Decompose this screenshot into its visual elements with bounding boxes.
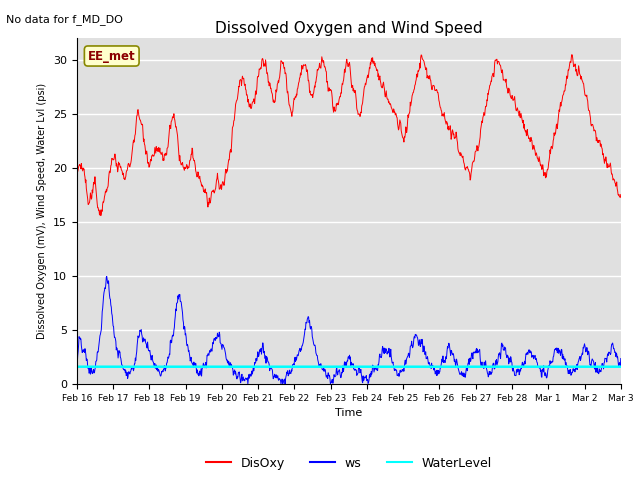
DisOxy bbox=[371, 62, 378, 68]
ws bbox=[257, 346, 265, 351]
WaterLevel bbox=[359, 364, 367, 370]
DisOxy bbox=[145, 164, 153, 170]
ws bbox=[371, 365, 379, 371]
Line: DisOxy: DisOxy bbox=[77, 55, 621, 216]
ws bbox=[165, 354, 173, 360]
DisOxy bbox=[568, 52, 575, 58]
ws bbox=[145, 348, 153, 354]
ws bbox=[310, 341, 317, 347]
Text: EE_met: EE_met bbox=[88, 49, 136, 62]
ws bbox=[244, 381, 252, 387]
ws bbox=[73, 365, 81, 371]
DisOxy bbox=[73, 170, 81, 176]
WaterLevel bbox=[309, 364, 317, 370]
ws bbox=[617, 356, 625, 361]
Text: No data for f_MD_DO: No data for f_MD_DO bbox=[6, 14, 124, 25]
DisOxy bbox=[257, 65, 264, 71]
DisOxy bbox=[359, 95, 367, 101]
Y-axis label: Dissolved Oxygen (mV), Wind Speed, Water Lvl (psi): Dissolved Oxygen (mV), Wind Speed, Water… bbox=[37, 83, 47, 339]
DisOxy bbox=[97, 213, 105, 218]
DisOxy bbox=[309, 91, 317, 97]
WaterLevel bbox=[370, 364, 378, 370]
ws bbox=[360, 378, 367, 384]
WaterLevel bbox=[256, 364, 264, 370]
Title: Dissolved Oxygen and Wind Speed: Dissolved Oxygen and Wind Speed bbox=[215, 21, 483, 36]
WaterLevel bbox=[617, 364, 625, 370]
DisOxy bbox=[165, 132, 173, 137]
WaterLevel bbox=[73, 364, 81, 370]
WaterLevel bbox=[164, 364, 172, 370]
Legend: DisOxy, ws, WaterLevel: DisOxy, ws, WaterLevel bbox=[201, 452, 497, 475]
WaterLevel bbox=[145, 364, 153, 370]
Line: ws: ws bbox=[77, 276, 621, 384]
ws bbox=[103, 274, 111, 279]
X-axis label: Time: Time bbox=[335, 408, 362, 418]
DisOxy bbox=[617, 192, 625, 197]
